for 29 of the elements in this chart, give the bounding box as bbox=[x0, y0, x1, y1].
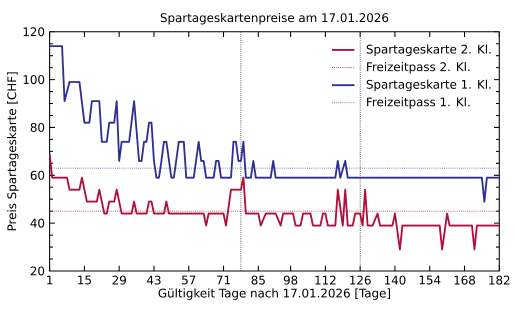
y-tick-label: 100 bbox=[24, 75, 44, 84]
line-series bbox=[50, 153, 500, 251]
x-tick-label: 126 bbox=[350, 276, 371, 285]
legend-label: Spartageskarte 2. Kl. bbox=[366, 44, 491, 56]
x-tick-label: 85 bbox=[252, 276, 265, 285]
legend-label: Freizeitpass 2. Kl. bbox=[367, 62, 470, 74]
y-axis-title: Preis Spartageskarte [CHF] bbox=[7, 72, 19, 230]
x-tick-label: 15 bbox=[78, 276, 91, 285]
x-tick-label: 168 bbox=[454, 276, 476, 285]
chart-title: Spartageskartenpreise am 17.01.2026 bbox=[160, 13, 388, 25]
x-tick-label: 71 bbox=[216, 276, 230, 284]
x-tick-label: 1 bbox=[47, 276, 52, 284]
x-tick-label: 43 bbox=[147, 276, 161, 285]
y-tick-label: 60 bbox=[30, 170, 44, 180]
legend-label: Freizeitpass 1. Kl. bbox=[367, 97, 470, 109]
x-tick-label: 182 bbox=[489, 276, 510, 285]
x-tick-label: 154 bbox=[420, 276, 440, 285]
x-tick-label: 29 bbox=[112, 276, 126, 285]
y-tick-label: 40 bbox=[30, 218, 44, 228]
y-tick-label: 20 bbox=[30, 266, 44, 276]
x-tick-label: 140 bbox=[384, 276, 406, 285]
x-axis-title: Gültigkeit Tage nach 17.01.2026 [Tage] bbox=[158, 288, 390, 300]
x-tick-label: 98 bbox=[284, 276, 298, 285]
line-series bbox=[50, 45, 500, 203]
x-tick-label: 57 bbox=[182, 276, 196, 285]
legend-label: Spartageskarte 1. Kl. bbox=[366, 80, 491, 92]
y-tick-label: 80 bbox=[30, 123, 44, 132]
x-tick-label: 112 bbox=[315, 276, 336, 285]
y-tick-label: 120 bbox=[24, 27, 44, 36]
